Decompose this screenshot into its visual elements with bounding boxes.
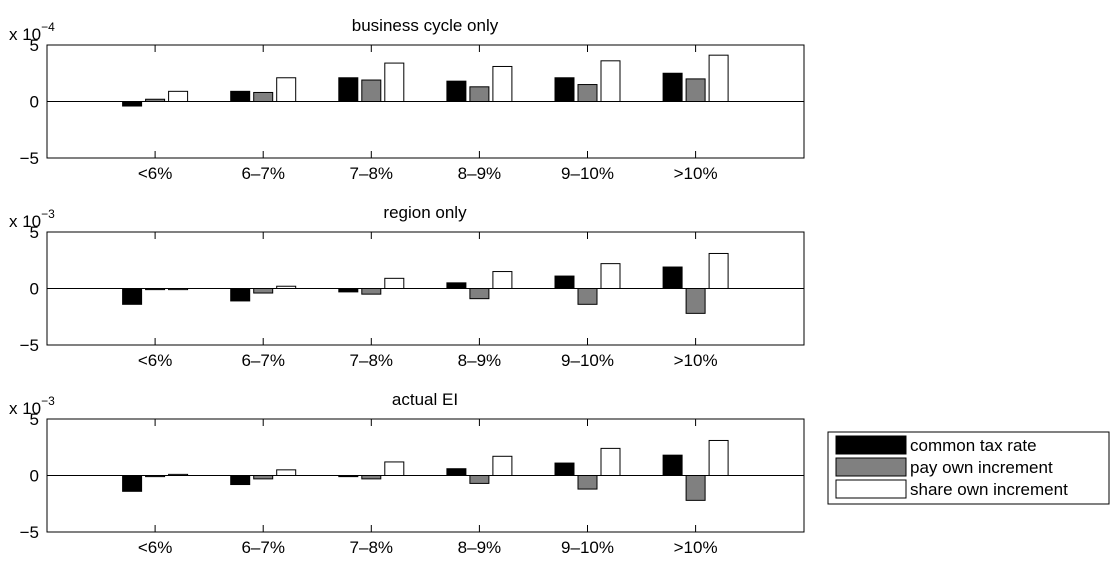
- x-tick-label: 7–8%: [350, 538, 393, 557]
- bar: [384, 461, 405, 477]
- y-tick-label: 5: [30, 223, 39, 242]
- x-tick-label: 8–9%: [458, 164, 501, 183]
- bar: [122, 101, 143, 107]
- legend-label: pay own increment: [910, 458, 1053, 477]
- bar: [469, 288, 490, 300]
- x-tick-label: 9–10%: [561, 351, 614, 370]
- bar: [253, 91, 274, 102]
- x-tick-label: >10%: [674, 164, 718, 183]
- bar: [168, 90, 189, 103]
- bar: [338, 77, 359, 102]
- bar: [662, 454, 683, 477]
- x-tick-label: 7–8%: [350, 351, 393, 370]
- bar: [145, 98, 166, 102]
- bar: [230, 475, 251, 486]
- bar: [145, 288, 166, 291]
- bar: [577, 288, 598, 305]
- bar: [253, 475, 274, 480]
- x-tick-label: >10%: [674, 538, 718, 557]
- bar: [122, 288, 143, 305]
- bar: [492, 65, 513, 102]
- bar: [554, 77, 575, 102]
- bar: [685, 78, 706, 103]
- x-tick-label: >10%: [674, 351, 718, 370]
- bar: [276, 285, 297, 289]
- bar: [708, 439, 729, 476]
- y-exponent-label: x 10−4: [9, 20, 55, 44]
- bar: [446, 80, 467, 103]
- y-tick-label: 5: [30, 36, 39, 55]
- bar: [276, 469, 297, 477]
- legend-swatch: [835, 435, 907, 455]
- bar: [708, 252, 729, 289]
- chart-panel-2: −5 0 5 region only x 10−3 <6% 6–7% 7–8% 8–9% 9–10…: [9, 203, 805, 370]
- bar: [361, 475, 382, 480]
- bar: [338, 288, 359, 293]
- legend-label: share own increment: [910, 480, 1068, 499]
- bar: [168, 288, 189, 291]
- chart-panel-3: −5 0 5 actual EI x 10−3 <6% 6–7% 7–8% 8–9% 9–10% >…: [9, 390, 805, 557]
- chart-panel-1: −5 0 5 business cycle only x 10−4 <6% 6–7% 7–8%…: [9, 16, 805, 183]
- x-tick-label: 8–9%: [458, 351, 501, 370]
- x-tick-label: 7–8%: [350, 164, 393, 183]
- bar: [446, 468, 467, 477]
- bar: [168, 473, 189, 476]
- bar: [492, 271, 513, 289]
- x-tick-label: 6–7%: [241, 351, 284, 370]
- bar: [384, 62, 405, 102]
- bar: [230, 90, 251, 103]
- bar: [708, 54, 729, 102]
- bar: [469, 475, 490, 484]
- legend-label: common tax rate: [910, 436, 1037, 455]
- chart-title: region only: [383, 203, 467, 222]
- bar: [577, 475, 598, 490]
- y-exponent-label: x 10−3: [9, 207, 55, 231]
- bar: [492, 455, 513, 477]
- legend: common tax rate pay own increment share ow…: [827, 431, 1110, 505]
- legend-swatch: [835, 457, 907, 477]
- y-tick-label: −5: [20, 149, 39, 168]
- chart-title: business cycle only: [352, 16, 499, 35]
- bar: [577, 84, 598, 103]
- legend-swatch: [835, 479, 907, 499]
- y-tick-label: 5: [30, 410, 39, 429]
- bar: [685, 288, 706, 314]
- bar: [469, 86, 490, 102]
- x-tick-label: <6%: [138, 538, 173, 557]
- y-exponent-label: x 10−3: [9, 394, 55, 418]
- bar: [600, 447, 621, 477]
- bar: [685, 475, 706, 501]
- bar: [145, 475, 166, 478]
- bar: [230, 288, 251, 302]
- bar: [600, 60, 621, 102]
- x-tick-label: <6%: [138, 351, 173, 370]
- y-tick-label: 0: [30, 280, 39, 299]
- bar: [361, 79, 382, 102]
- bar: [662, 266, 683, 289]
- x-tick-label: 8–9%: [458, 538, 501, 557]
- bar: [554, 462, 575, 477]
- bar: [446, 282, 467, 290]
- bar: [276, 77, 297, 102]
- x-tick-label: <6%: [138, 164, 173, 183]
- bar: [384, 277, 405, 289]
- x-tick-label: 6–7%: [241, 538, 284, 557]
- y-tick-label: 0: [30, 93, 39, 112]
- y-tick-label: −5: [20, 523, 39, 542]
- bar: [253, 288, 274, 294]
- bar: [338, 475, 359, 478]
- x-tick-label: 9–10%: [561, 164, 614, 183]
- x-tick-label: 6–7%: [241, 164, 284, 183]
- y-tick-label: 0: [30, 467, 39, 486]
- bar: [554, 275, 575, 290]
- x-tick-label: 9–10%: [561, 538, 614, 557]
- y-tick-label: −5: [20, 336, 39, 355]
- bar: [361, 288, 382, 295]
- bar: [662, 72, 683, 102]
- bar: [600, 263, 621, 290]
- chart-title: actual EI: [392, 390, 458, 409]
- bar: [122, 475, 143, 492]
